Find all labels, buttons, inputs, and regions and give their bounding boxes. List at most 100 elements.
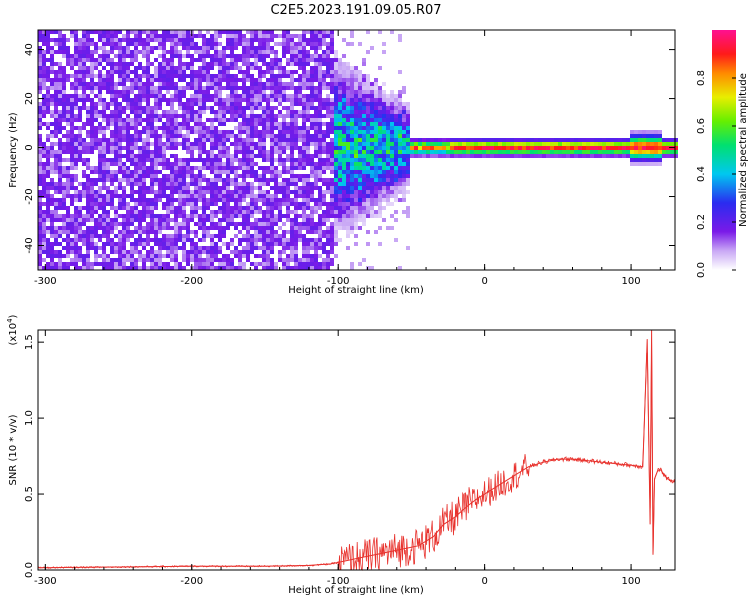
spectrogram-cell xyxy=(486,146,490,150)
spectrogram-cell xyxy=(426,154,430,158)
spectrogram-cell xyxy=(206,30,210,34)
spectrogram-cell xyxy=(106,86,110,90)
spectrogram-cell xyxy=(314,154,318,158)
spectrogram-cell xyxy=(118,70,122,74)
spectrogram-cell xyxy=(98,154,102,158)
spectrogram-cell xyxy=(314,66,318,70)
spectrogram-cell xyxy=(174,234,178,238)
spectrogram-cell xyxy=(346,94,350,98)
spectrogram-cell xyxy=(250,246,254,250)
spectrogram-cell xyxy=(346,178,350,182)
spectrogram-cell xyxy=(106,90,110,94)
spectrogram-cell xyxy=(286,50,290,54)
spectrogram-cell xyxy=(238,130,242,134)
spectrogram-cell xyxy=(226,106,230,110)
spectrogram-cell xyxy=(250,34,254,38)
spectrogram-cell xyxy=(366,118,370,122)
spectrogram-cell xyxy=(58,198,62,202)
spectrogram-cell xyxy=(150,30,154,34)
spectrogram-cell xyxy=(274,186,278,190)
spectrogram-cell xyxy=(658,146,662,150)
spectrogram-cell xyxy=(62,98,66,102)
spectrogram-cell xyxy=(250,182,254,186)
spectrogram-cell xyxy=(174,162,178,166)
spectrogram-cell xyxy=(302,74,306,78)
spectrogram-x-ticks: -300 -200 -100 0 100 xyxy=(34,30,661,287)
spectrogram-cell xyxy=(222,118,226,122)
spectrogram-cell xyxy=(62,226,66,230)
spectrogram-cell xyxy=(218,118,222,122)
spectrogram-cell xyxy=(374,202,378,206)
spectrogram-cell xyxy=(346,62,350,66)
spectrogram-cell xyxy=(38,82,42,86)
spectrogram-cell xyxy=(274,262,278,266)
spectrogram-cell xyxy=(218,198,222,202)
spectrogram-cell xyxy=(354,94,358,98)
spectrogram-cell xyxy=(70,174,74,178)
spectrogram-cell xyxy=(646,162,650,166)
spectrogram-cell xyxy=(218,246,222,250)
spectrogram-cell xyxy=(390,202,394,206)
spectrogram-cell xyxy=(322,230,326,234)
spectrogram-cell xyxy=(114,222,118,226)
spectrogram-cell xyxy=(254,186,258,190)
spectrogram-cell xyxy=(346,190,350,194)
spectrogram-cell xyxy=(90,186,94,190)
spectrogram-cell xyxy=(342,150,346,154)
spectrogram-cell xyxy=(46,230,50,234)
spectrogram-cell xyxy=(382,166,386,170)
spectrogram-cell xyxy=(370,126,374,130)
spectrogram-cell xyxy=(86,94,90,98)
spectrogram-cell xyxy=(114,38,118,42)
spectrogram-cell xyxy=(166,90,170,94)
spectrogram-cell xyxy=(398,110,402,114)
spectrogram-cell xyxy=(342,86,346,90)
spectrogram-cell xyxy=(378,150,382,154)
spectrogram-cell xyxy=(198,182,202,186)
spectrogram-cell xyxy=(358,170,362,174)
spectrogram-cell xyxy=(154,146,158,150)
spectrogram-cell xyxy=(330,102,334,106)
spectrogram-cell xyxy=(298,266,302,270)
spectrogram-cell xyxy=(246,182,250,186)
spectrogram-cell xyxy=(98,138,102,142)
spectrogram-cell xyxy=(54,106,58,110)
spectrogram-cell xyxy=(90,106,94,110)
spectrogram-cell xyxy=(50,94,54,98)
spectrogram-cell xyxy=(318,186,322,190)
spectrogram-cell xyxy=(362,142,366,146)
spectrogram-cell xyxy=(362,94,366,98)
spectrogram-cell xyxy=(182,30,186,34)
spectrogram-cell xyxy=(142,226,146,230)
spectrogram-cell xyxy=(358,122,362,126)
spectrogram-cell xyxy=(334,166,338,170)
spectrogram-cell xyxy=(166,194,170,198)
spectrogram-cell xyxy=(190,170,194,174)
spectrogram-cell xyxy=(138,158,142,162)
spectrogram-cell xyxy=(154,98,158,102)
spectrogram-cell xyxy=(238,138,242,142)
spectrogram-cell xyxy=(282,54,286,58)
spectrogram-cell xyxy=(82,122,86,126)
spectrogram-cell xyxy=(354,142,358,146)
spectrogram-cell xyxy=(378,166,382,170)
spectrogram-cell xyxy=(58,146,62,150)
spectrogram-cell xyxy=(126,182,130,186)
spectrogram-cell xyxy=(178,34,182,38)
spectrogram-cell xyxy=(338,122,342,126)
spectrogram-cell xyxy=(394,154,398,158)
spectrogram-cell xyxy=(366,86,370,90)
spectrogram-cell xyxy=(154,86,158,90)
spectrogram-cell xyxy=(346,42,350,46)
spectrogram-cell xyxy=(630,146,634,150)
spectrogram-cell xyxy=(386,150,390,154)
spectrogram-cell xyxy=(50,266,54,270)
spectrogram-cell xyxy=(386,178,390,182)
spectrogram-cell xyxy=(46,122,50,126)
spectrogram-cell xyxy=(130,254,134,258)
spectrogram-cell xyxy=(182,182,186,186)
spectrogram-cell xyxy=(326,206,330,210)
spectrogram-cell xyxy=(206,62,210,66)
spectrogram-cell xyxy=(142,198,146,202)
